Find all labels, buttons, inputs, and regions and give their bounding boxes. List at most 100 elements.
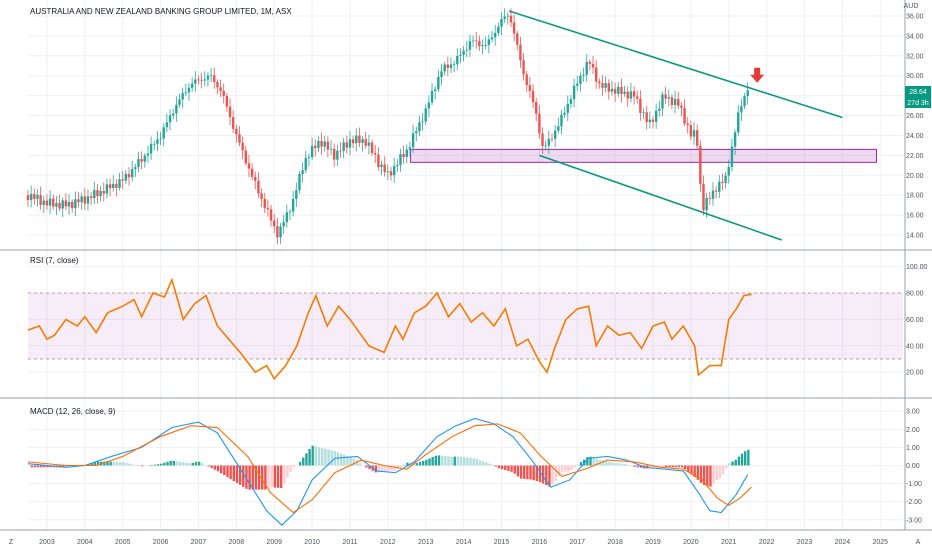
candle-body (680, 105, 683, 108)
y-tick-label: -1.00 (906, 481, 922, 488)
macd-histogram-bar (207, 465, 210, 467)
macd-histogram-bar (267, 465, 270, 489)
macd-histogram-bar (216, 465, 220, 472)
candle-body (127, 173, 131, 178)
macd-histogram-bar (573, 465, 576, 468)
macd-histogram-bar (377, 465, 381, 473)
macd-histogram-bar (65, 465, 68, 468)
candle-body (617, 86, 620, 94)
macd-histogram-bar (630, 465, 633, 466)
candle-body (383, 164, 386, 173)
macd-histogram-bar (661, 465, 665, 467)
x-tick-label: 2008 (229, 539, 245, 546)
macd-histogram-bar (440, 455, 444, 466)
x-tick-label: 2024 (835, 539, 851, 546)
candle-body (718, 181, 721, 192)
candle-body (219, 87, 222, 91)
macd-histogram-bar (721, 465, 725, 475)
macd-histogram-bar (295, 465, 299, 467)
macd-histogram-bar (298, 461, 302, 466)
candle-body (279, 226, 282, 238)
x-tick-label: 2023 (797, 539, 813, 546)
macd-histogram-bar (352, 458, 355, 466)
support-zone (410, 148, 877, 163)
macd-histogram-bar (699, 465, 703, 483)
y-tick-label: 20.00 (906, 173, 924, 180)
candle-body (222, 90, 225, 96)
macd-histogram-bar (134, 465, 138, 466)
macd-histogram-bar (611, 462, 614, 466)
candle-body (408, 147, 412, 150)
macd-histogram-bar (96, 461, 100, 466)
candle-body (216, 81, 219, 88)
highlight-zones (28, 148, 903, 360)
macd-histogram-bar (497, 465, 501, 469)
candle-body (52, 198, 55, 207)
macd-histogram-bar (314, 446, 318, 466)
candle-body (197, 79, 200, 81)
macd-histogram-bar (469, 457, 472, 466)
candle-body (241, 142, 244, 151)
macd-histogram-bar (194, 462, 198, 466)
candle-body (506, 15, 509, 17)
footer-right-marker[interactable]: A (916, 539, 921, 546)
candle-body (620, 86, 623, 94)
candle-body (58, 203, 61, 209)
macd-histogram-bar (128, 463, 131, 466)
macd-histogram-bar (242, 465, 245, 487)
candle-body (238, 134, 241, 143)
candle-body (493, 32, 497, 38)
candle-body (465, 49, 468, 51)
candle-body (159, 138, 162, 140)
macd-histogram-bar (43, 465, 46, 468)
macd-histogram-bar (283, 465, 286, 484)
macd-histogram-bar (223, 465, 226, 476)
macd-histogram-bar (273, 465, 277, 488)
signal-line (27, 423, 752, 514)
macd-histogram-bar (605, 461, 608, 466)
macd-histogram-bar (324, 448, 327, 466)
macd-histogram-bar (592, 457, 595, 466)
macd-histogram-bar (122, 462, 125, 466)
candle-body (392, 165, 396, 176)
macd-histogram-bar (494, 465, 498, 467)
candle-body (582, 74, 585, 76)
candle-body (440, 71, 443, 77)
candle-body (535, 102, 538, 114)
macd-histogram-bar (529, 465, 532, 480)
candle-body (411, 133, 415, 148)
candle-body (93, 190, 96, 199)
y-tick-label: 100.00 (906, 264, 928, 271)
chart-title: AUSTRALIA AND NEW ZEALAND BANKING GROUP … (30, 7, 292, 16)
candle-body (355, 135, 358, 144)
x-tick-label: 2013 (418, 539, 434, 546)
candle-body (591, 63, 595, 68)
candle-body (484, 45, 487, 46)
candle-body (667, 97, 670, 99)
macd-histogram-bar (658, 465, 662, 468)
candle-body (130, 168, 134, 178)
candle-body (168, 115, 172, 123)
macd-histogram-bar (387, 465, 390, 472)
y-tick-label: 3.00 (906, 409, 920, 416)
macd-histogram-bar (554, 465, 557, 481)
macd-histogram-bar (235, 465, 239, 483)
candle-body (724, 175, 727, 183)
candle-body (692, 130, 696, 137)
candle-body (74, 199, 77, 209)
candle-body (115, 183, 118, 188)
macd-histogram-bar (204, 464, 207, 466)
candle-body (156, 139, 159, 144)
candle-body (194, 79, 197, 84)
candle-body (235, 128, 238, 135)
macd-histogram-bar (456, 456, 460, 466)
candle-body (576, 83, 579, 86)
candle-body (424, 108, 427, 122)
macd-histogram-bar (415, 463, 419, 466)
y-tick-label: 24.00 (906, 133, 924, 140)
candle-body (61, 200, 64, 209)
macd-histogram-bar (279, 465, 283, 489)
footer-left-marker[interactable]: Z (9, 539, 14, 546)
macd-histogram-bar (696, 465, 700, 480)
